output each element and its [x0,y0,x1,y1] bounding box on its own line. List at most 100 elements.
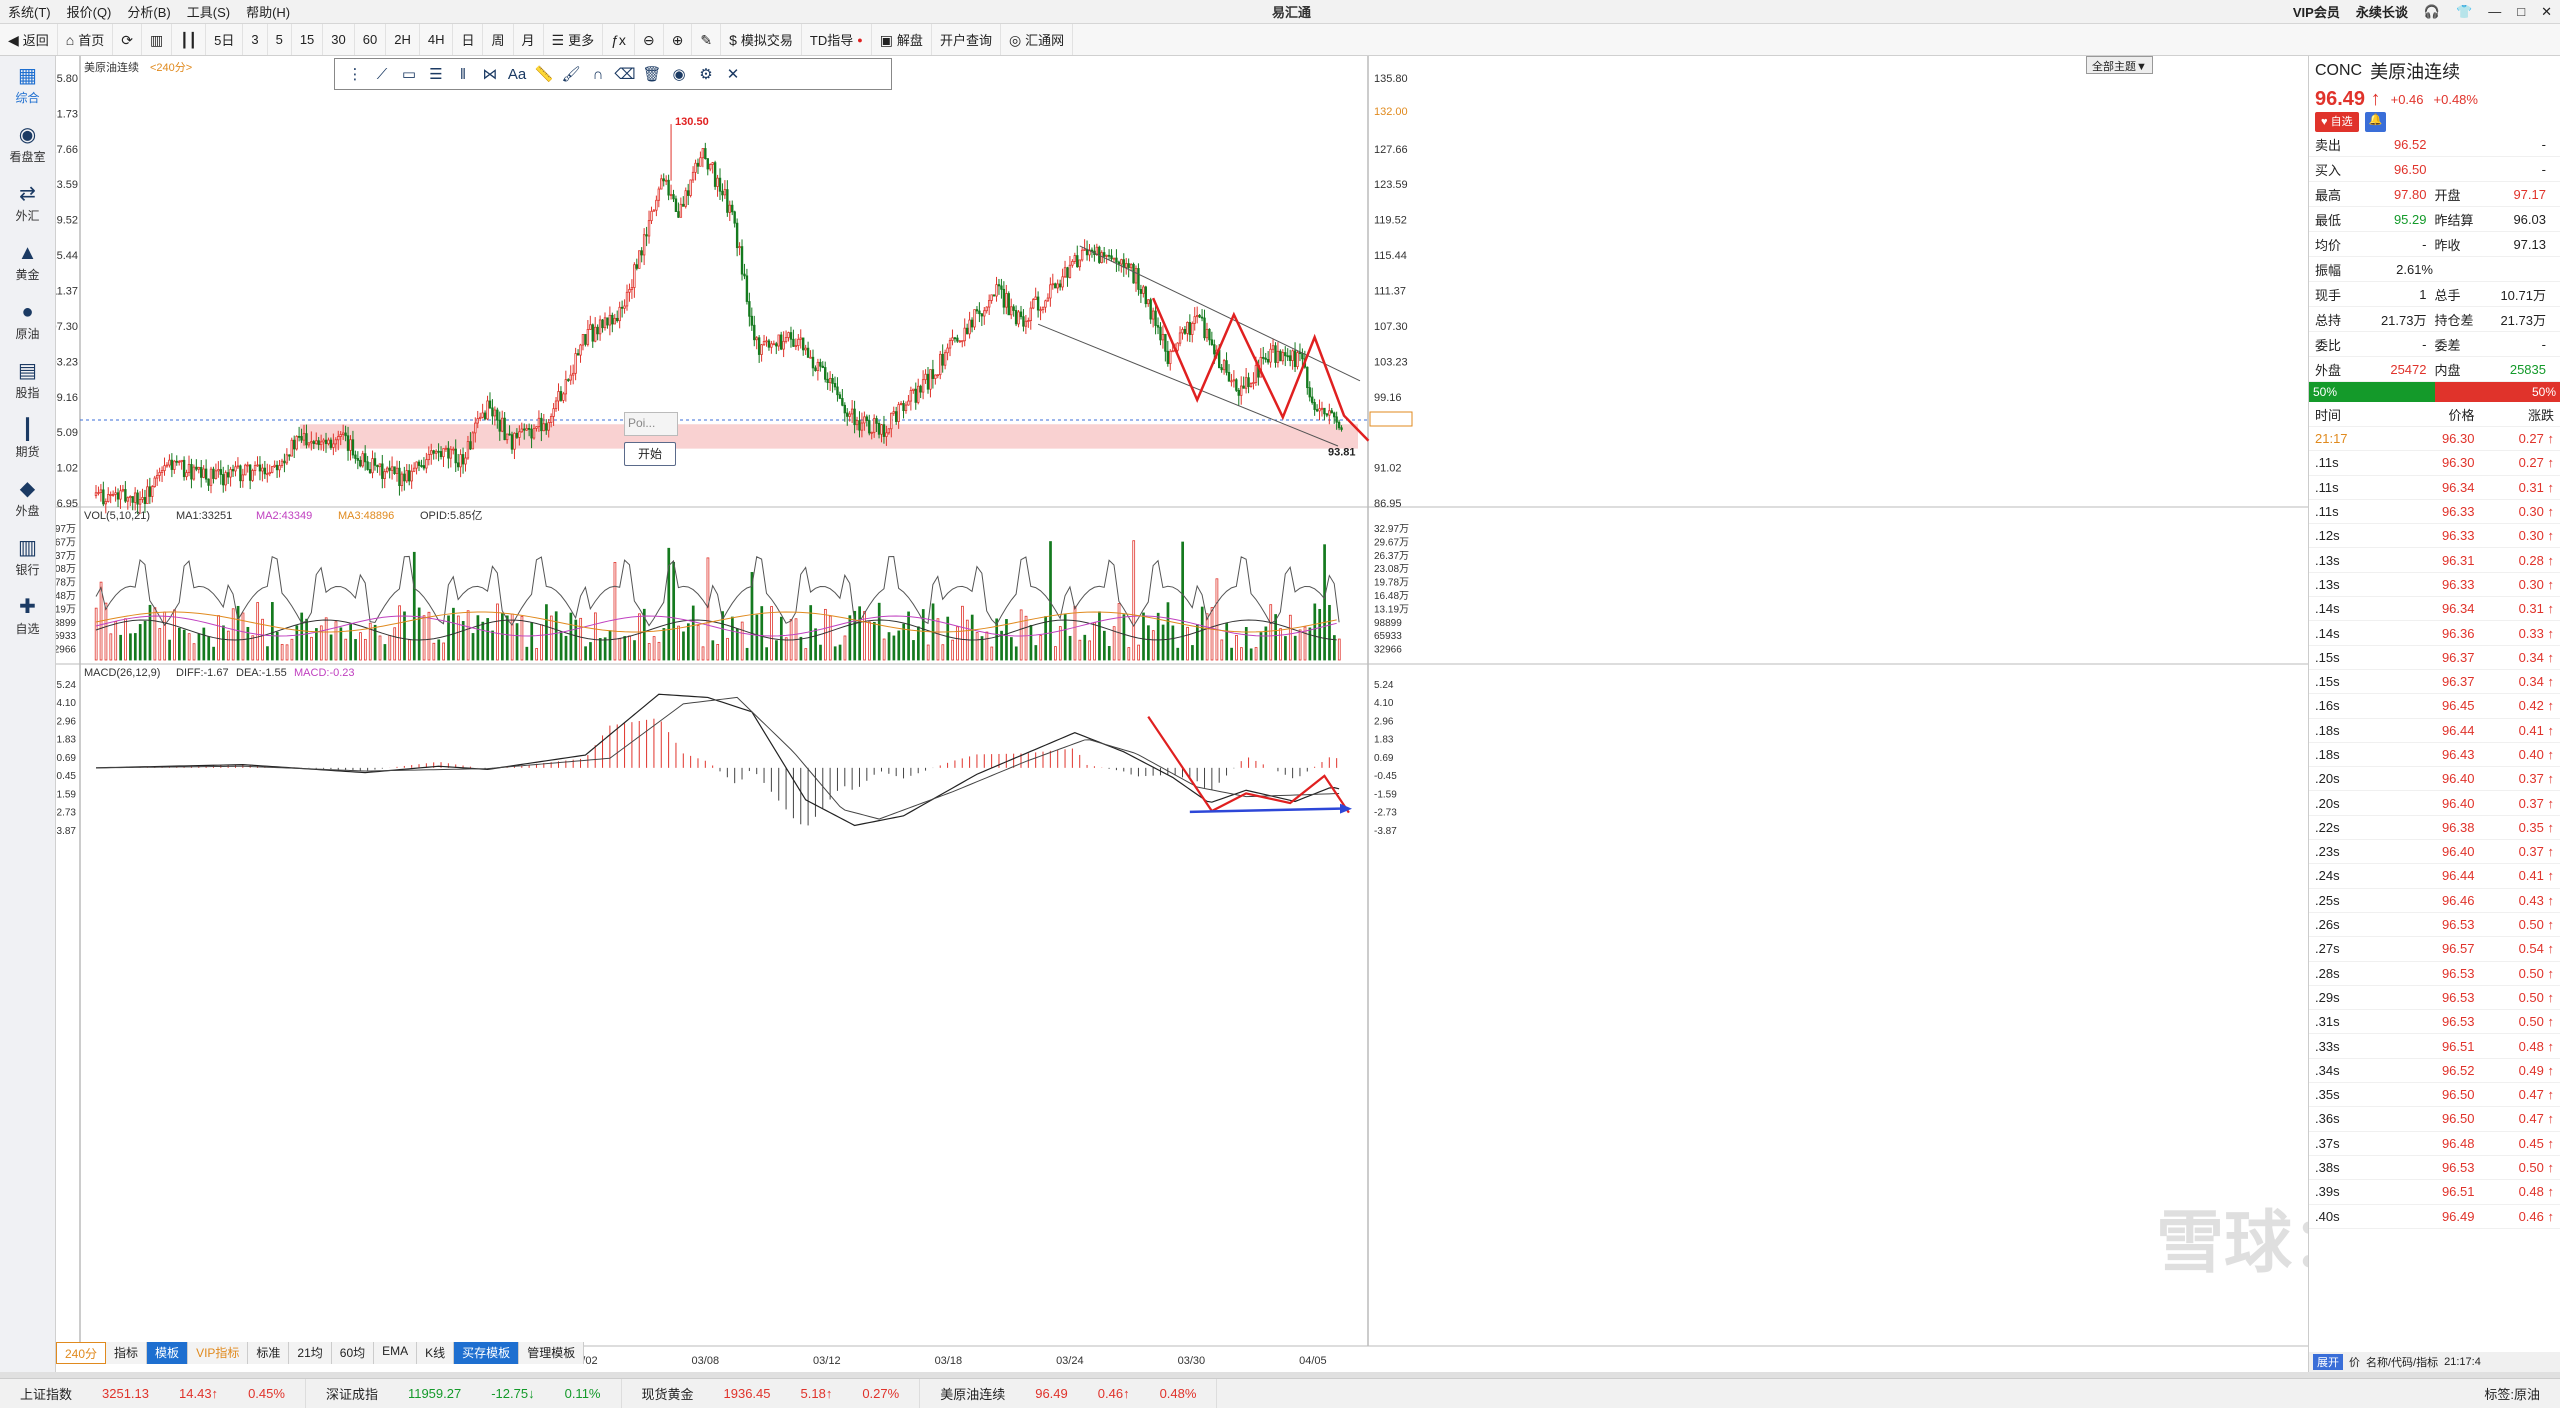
alert-bell-icon[interactable]: 🔔 [2364,112,2387,132]
tick-row: .18s 96.44 0.41 ↑ [2309,719,2560,743]
period-2h[interactable]: 2H [386,24,420,55]
vip-label[interactable]: VIP会员 [2292,5,2340,20]
eraser-icon[interactable]: ⌫ [614,66,636,83]
sidebar-item-1[interactable]: ◉ 看盘室 [0,115,55,174]
indicator-tab[interactable]: EMA [374,1342,418,1364]
td-guide-button[interactable]: TD指导 ● [802,24,872,55]
list-icon: ☰ [551,31,565,48]
refresh-button[interactable]: ⟳ [113,24,143,55]
close-toolbar-icon[interactable]: ✕ [726,66,740,83]
rect-tool-icon[interactable]: ▭ [401,66,417,83]
sidebar-item-8[interactable]: ▥ 银行 [0,528,55,587]
sidebar-item-2[interactable]: ⇄ 外汇 [0,174,55,233]
indicator-tab[interactable]: VIP指标 [188,1342,249,1364]
period-tag[interactable]: 240分 [56,1342,107,1364]
pattern-tool-icon[interactable]: ⋈ [482,66,498,83]
text-tool-icon[interactable]: Aa [507,65,527,83]
period-15[interactable]: 15 [292,24,324,55]
candle-body [596,326,599,335]
hline-tool-icon[interactable]: ☰ [429,66,443,83]
sidebar-item-7[interactable]: ◆ 外盘 [0,469,55,528]
visibility-icon[interactable]: ◉ [672,66,686,83]
formula-button[interactable]: ƒx [603,24,635,55]
candle-button[interactable]: ┃┃ [172,24,207,55]
zoom-in-button[interactable]: ⊕ [664,24,693,55]
trash-icon[interactable]: 🗑 [642,66,662,83]
day5-button[interactable]: 5日 [206,24,244,55]
theme-button[interactable]: 全部主题▼ [2086,56,2153,74]
settings-icon[interactable]: ⚙ [699,66,713,83]
chart-area[interactable]: 美原油连续 <240分> 135.80 131.73 127.66 123.59 119.5… [56,56,2308,1372]
ruler-icon[interactable]: 📏 [534,66,554,83]
sidebar-item-9[interactable]: ✚ 自选 [0,587,55,646]
period-week[interactable]: 周 [483,24,514,55]
indicator-tab[interactable]: 买存模板 [454,1342,520,1364]
ticker-item[interactable]: 深证成指 11959.27 -12.75↓ 0.11% [306,1379,622,1408]
menu-help[interactable]: 帮助(H) [246,5,291,20]
period-4h[interactable]: 4H [420,24,454,55]
line-tool-icon[interactable]: ⟋ [376,65,388,83]
indicator-tab[interactable]: K线 [417,1342,455,1364]
account-name[interactable]: 永续长谈 [2355,5,2408,20]
indicator-tab[interactable]: 管理模板 [519,1342,585,1364]
search-hint[interactable]: 名称/代码/指标 [2366,1357,2439,1369]
indicator-tab[interactable]: 指标 [106,1342,148,1364]
volume-bar [437,639,441,661]
maximize-icon[interactable]: □ [2517,4,2526,19]
ticker-item[interactable]: 现货黄金 1936.45 5.18↑ 0.27% [622,1379,921,1408]
vline-tool-icon[interactable]: ‖ [459,65,467,83]
back-button[interactable]: ◀ 返回 [0,24,58,55]
home-button[interactable]: ⌂ 首页 [58,24,114,55]
candle-body [295,435,298,450]
period-3[interactable]: 3 [243,24,268,55]
menu-system[interactable]: 系统(T) [8,5,51,20]
tick-time: .15s [2315,674,2340,690]
candle-body [1002,288,1006,308]
brush-icon[interactable]: 🖌 [561,66,581,83]
sidebar-item-3[interactable]: ▲ 黄金 [0,233,55,292]
indicator-tab[interactable]: 60均 [331,1342,375,1364]
menu-quote[interactable]: 报价(Q) [66,5,112,20]
period-day[interactable]: 日 [453,24,484,55]
headset-icon[interactable]: 🎧 [2423,3,2441,19]
tick-price: 96.40 [2441,844,2475,860]
self-select-button[interactable]: ♥ 自选 [2315,112,2359,132]
account-query-button[interactable]: 开户查询 [932,24,1001,55]
draw-button[interactable]: ✎ [692,24,722,55]
menu-tools[interactable]: 工具(S) [186,5,231,20]
drag-handle-icon[interactable]: ⋮ [347,66,363,83]
indicator-tab[interactable]: 21均 [289,1342,332,1364]
sidebar-item-0[interactable]: ▦ 综合 [0,56,55,115]
ticker-item[interactable]: 美原油连续 96.49 0.46↑ 0.48% [920,1379,1218,1408]
candle-body [1066,267,1069,278]
candle-body [116,492,120,500]
sim-trade-button[interactable]: $ 模拟交易 [721,24,802,55]
period-30[interactable]: 30 [323,24,355,55]
magnet-icon[interactable]: ∩ [592,65,604,83]
quote-name: 美原油连续 [2370,62,2461,82]
sidebar-item-5[interactable]: ▤ 股指 [0,351,55,410]
candle-body [1240,385,1243,396]
huitong-button[interactable]: ◎ 汇通网 [1001,24,1074,55]
chart-type-button[interactable]: ▥ [142,24,173,55]
shirt-icon[interactable]: 👕 [2456,3,2473,19]
start-button[interactable]: 开始 [624,442,676,466]
sidebar-item-6[interactable]: ┃ 期货 [0,410,55,469]
menu-analysis[interactable]: 分析(B) [127,5,171,20]
zoom-out-button[interactable]: ⊖ [635,24,664,55]
period-month[interactable]: 月 [514,24,544,55]
more-button[interactable]: ☰ 更多 [544,24,604,55]
indicator-tab[interactable]: 标准 [248,1342,290,1364]
expand-button[interactable]: 展开 [2313,1354,2343,1370]
sidebar-item-4[interactable]: ● 原油 [0,292,55,351]
period-5[interactable]: 5 [268,24,292,55]
kline-chart[interactable]: 美原油连续 <240分> 135.80 131.73 127.66 123.59 119.5… [56,56,2308,1372]
minimize-icon[interactable]: — [2488,4,2502,19]
tick-time: .18s [2315,722,2340,738]
period-60[interactable]: 60 [355,24,387,55]
unlock-button[interactable]: ▣ 解盘 [872,24,932,55]
indicator-tab[interactable]: 模板 [147,1342,189,1364]
close-icon[interactable]: ✕ [2541,3,2552,19]
ticker-item[interactable]: 上证指数 3251.13 14.43↑ 0.45% [0,1379,306,1408]
poi-input[interactable]: Poi... [624,412,678,436]
